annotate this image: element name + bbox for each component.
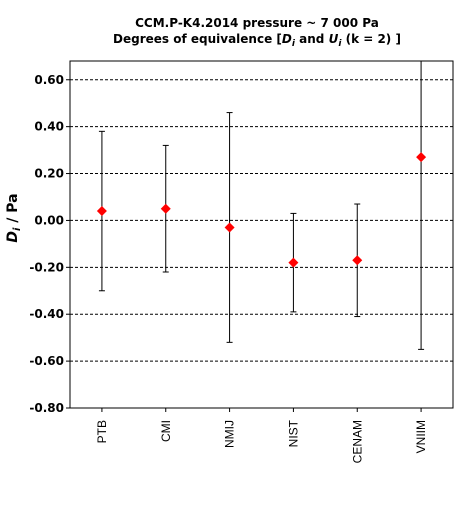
ylabel-unit: / Pa [5,193,21,227]
subtitle-prefix: Degrees of equivalence [ [113,32,282,46]
subtitle-u: U [329,32,339,46]
data-point [352,255,363,266]
y-tick-label: 0.60 [34,73,64,87]
data-point [96,206,107,217]
data-point [160,203,171,214]
data-point [288,257,299,268]
y-axis-label: Di / Pa [5,193,23,242]
subtitle-u-sub: i [338,39,342,49]
subtitle-d-sub: i [292,39,296,49]
subtitle-and: and [295,32,329,46]
x-category-label: CMI [159,420,173,442]
ylabel-sub: i [12,227,23,231]
y-tick-label: 0.00 [34,213,64,227]
y-tick-label: -0.80 [29,401,64,415]
subtitle-d: D [282,32,292,46]
chart-subtitle: Degrees of equivalence [Di and Ui (k = 2… [113,32,401,49]
ylabel-d: D [5,231,21,243]
subtitle-suffix: (k = 2) ] [341,32,401,46]
x-category-label: PTB [95,420,109,443]
y-tick-label: -0.20 [29,260,64,274]
x-category-label: VNIIM [414,420,428,453]
y-tick-label: 0.20 [34,167,64,181]
plot-frame [69,60,454,409]
plot-area: 0.60 0.40 0.20 0.00 -0.20 -0.40 -0.60 -0.80 PTB C… [29,60,454,463]
x-category-label: NMIJ [223,420,237,448]
y-tick-label: 0.40 [34,120,64,134]
y-tick-label: -0.40 [29,307,64,321]
data-point [224,222,235,233]
data-point [416,152,427,163]
x-category-label: NIST [286,419,300,447]
x-category-label: CENAM [350,420,364,463]
chart-title: CCM.P-K4.2014 pressure ~ 7 000 Pa [135,16,379,30]
y-tick-label: -0.60 [29,354,64,368]
